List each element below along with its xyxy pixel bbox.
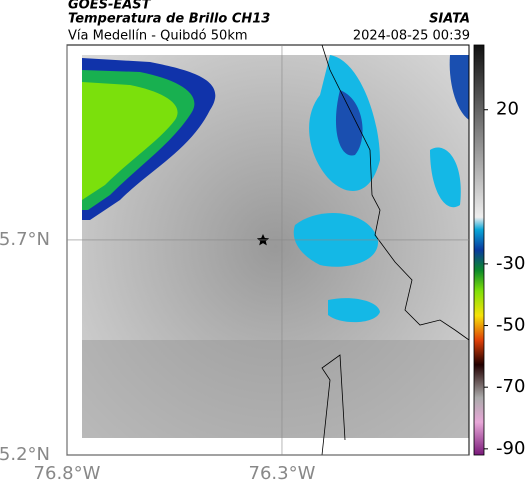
colorbar-tick-label: -30 [496,253,525,274]
y-tick-label: 5.7°N [0,229,50,250]
colorbar-tick-label: -50 [496,315,525,336]
colorbar-tick-label: -90 [496,438,525,459]
x-tick-label: 76.3°W [249,463,316,484]
product: Temperatura de Brillo CH13 [68,12,270,27]
x-tick-label: 76.8°W [34,463,101,484]
colorbar-tick-label: -70 [496,376,525,397]
map-image [82,44,470,456]
colorbar [473,44,485,456]
datetime: 2024-08-25 00:39 [353,29,470,44]
source: SIATA [429,12,470,27]
satellite: GOES-EAST [68,0,152,13]
colorbar-tick-label: 20 [496,99,519,120]
region: Vía Medellín - Quibdó 50km [68,29,248,44]
y-tick-label: 5.2°N [0,444,50,465]
